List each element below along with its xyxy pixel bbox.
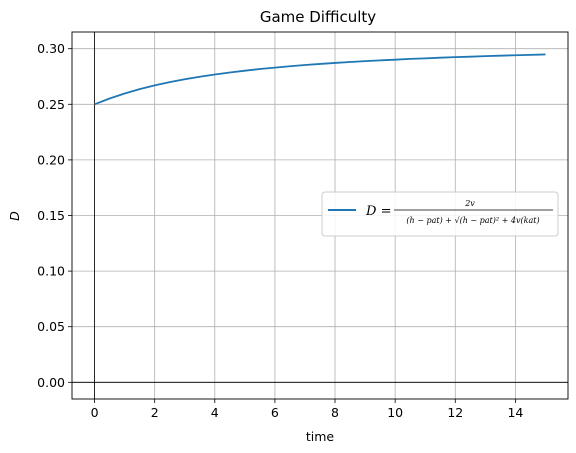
y-tick-label: 0.20: [37, 152, 65, 167]
x-tick-label: 6: [271, 405, 279, 420]
svg-text:D =: D =: [365, 204, 391, 219]
y-axis-label: D: [7, 211, 22, 221]
legend-box: [321, 191, 559, 237]
x-tick-label: 8: [331, 405, 339, 420]
x-tick-label: 12: [447, 405, 463, 420]
legend: D = 2v (h − pat) + √(h − pat)² + 4v(kat): [321, 191, 559, 237]
y-tick-label: 0.10: [37, 264, 65, 279]
y-tick-label: 0.25: [37, 97, 65, 112]
ticks: 0 2 4 6 8 10 12 14 0.00 0.05 0.10 0.15 0.20 0.25 0.30: [37, 41, 523, 420]
series-line: [94, 53, 546, 106]
x-tick-label: 14: [507, 405, 523, 420]
x-tick-label: 2: [151, 405, 159, 420]
x-tick-label: 4: [211, 405, 219, 420]
x-tick-label: 0: [91, 405, 99, 420]
series-layer: [94, 53, 546, 106]
legend-label-formula: D = 2v (h − pat) + √(h − pat)² + 4v(kat): [365, 199, 553, 225]
chart-title: Game Difficulty: [260, 8, 376, 26]
x-axis-label: time: [306, 429, 335, 444]
x-tick-label: 10: [387, 405, 403, 420]
y-tick-label: 0.15: [37, 208, 65, 223]
plot-frame: [71, 31, 569, 400]
y-tick-label: 0.30: [37, 41, 65, 56]
svg-text:(h − pat) + √(h − pat)² + 4v(k: (h − pat) + √(h − pat)² + 4v(kat): [406, 216, 539, 225]
svg-text:2v: 2v: [464, 199, 475, 208]
y-tick-label: 0.00: [37, 375, 65, 390]
y-tick-label: 0.05: [37, 319, 65, 334]
